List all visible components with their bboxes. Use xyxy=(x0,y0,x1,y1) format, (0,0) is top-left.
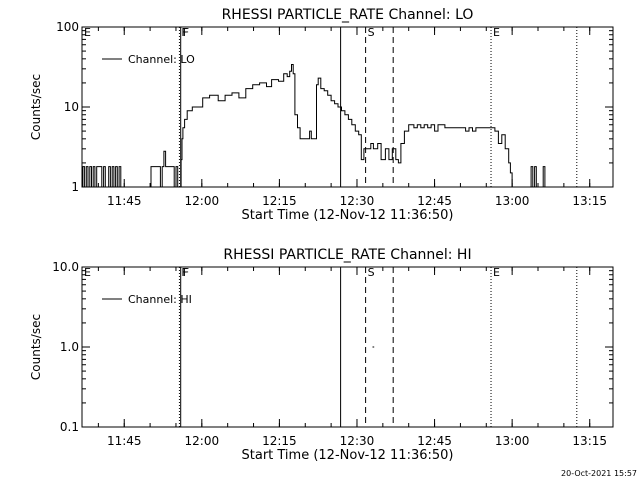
y-tick-label: 1.0 xyxy=(60,340,79,354)
marker-label-e: E xyxy=(493,266,500,279)
y-tick-label: 10 xyxy=(64,100,79,114)
marker-label-e: E xyxy=(84,266,91,279)
marker-label-f: F xyxy=(183,26,189,39)
x-axis-label: Start Time (12-Nov-12 11:36:50) xyxy=(242,208,454,223)
plot-frame xyxy=(81,266,614,428)
marker-label-f: F xyxy=(181,266,187,279)
series-line xyxy=(82,64,546,188)
legend-label: Channel: LO xyxy=(128,53,195,66)
marker-label-f: F xyxy=(181,26,187,39)
x-tick-label: 12:30 xyxy=(340,194,375,208)
footer-timestamp: 20-Oct-2021 15:57 xyxy=(561,469,637,478)
y-tick-label: 1 xyxy=(71,180,79,194)
marker-label-f: F xyxy=(183,266,189,279)
y-tick-label: 100 xyxy=(56,20,79,34)
y-axis-label: Counts/sec xyxy=(29,314,43,380)
plot-frame xyxy=(81,26,614,188)
chart-title: RHESSI PARTICLE_RATE Channel: LO xyxy=(222,7,474,23)
x-tick-label: 13:00 xyxy=(495,434,530,448)
lo-channel-panel: RHESSI PARTICLE_RATE Channel: LOE FF S E110… xyxy=(29,7,614,223)
hi-channel-panel: RHESSI PARTICLE_RATE Channel: HIE FF S E0.1… xyxy=(29,247,614,463)
x-tick-label: 12:00 xyxy=(185,194,220,208)
y-tick-label: 10.0 xyxy=(52,260,79,274)
marker-label-s: S xyxy=(368,266,375,279)
x-tick-label: 12:15 xyxy=(262,434,297,448)
chart-title: RHESSI PARTICLE_RATE Channel: HI xyxy=(223,247,471,263)
x-tick-label: 13:15 xyxy=(572,194,607,208)
x-tick-label: 12:00 xyxy=(185,434,220,448)
x-tick-label: 13:00 xyxy=(495,194,530,208)
x-tick-label: 13:15 xyxy=(572,434,607,448)
y-tick-label: 0.1 xyxy=(60,420,79,434)
x-tick-label: 12:45 xyxy=(417,194,452,208)
x-tick-label: 12:45 xyxy=(417,434,452,448)
x-tick-label: 11:45 xyxy=(107,434,142,448)
marker-label-e: E xyxy=(84,26,91,39)
x-tick-label: 12:30 xyxy=(340,434,375,448)
y-axis-label: Counts/sec xyxy=(29,74,43,140)
marker-label-e: E xyxy=(493,26,500,39)
x-axis-label: Start Time (12-Nov-12 11:36:50) xyxy=(242,448,454,463)
marker-label-s: S xyxy=(368,26,375,39)
x-tick-label: 11:45 xyxy=(107,194,142,208)
legend-label: Channel: HI xyxy=(128,293,192,306)
x-tick-label: 12:15 xyxy=(262,194,297,208)
